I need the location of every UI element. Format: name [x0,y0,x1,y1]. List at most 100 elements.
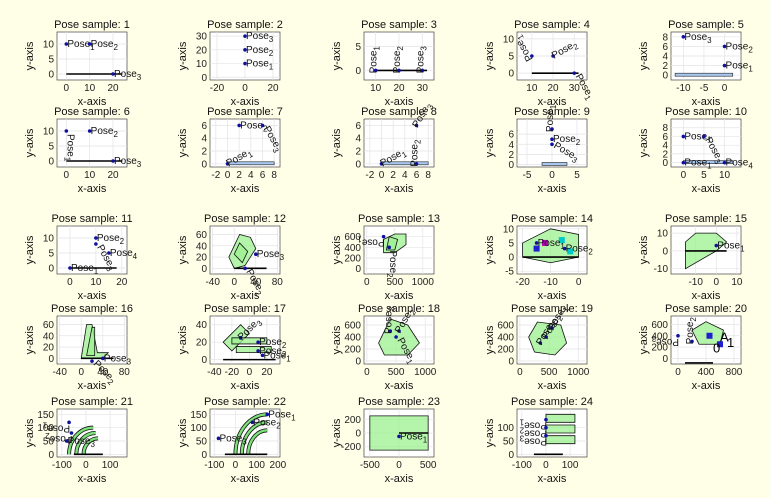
pose-point [394,335,398,339]
y-axis-label: y-axis [177,418,189,447]
x-tick-label: -40 [205,277,220,288]
plot-content [228,233,267,270]
pose-point [544,425,548,430]
y-tick-label: 2 [201,147,207,158]
pose-label-text: Pose [415,50,426,73]
marker-square [717,341,723,348]
y-axis-label: y-axis [177,41,189,70]
pose-label-subscript: 1 [582,94,592,103]
plot-content [224,412,268,456]
pose-label-text: Pose [219,433,242,444]
y-axis-label: y-axis [177,235,189,264]
subplot-title: Pose sample: 21 [51,396,133,408]
y-tick-label: 40 [196,320,208,331]
pose-point [550,137,554,142]
x-tick-label: 0 [231,277,237,288]
y-tick-label: -10 [654,264,669,275]
y-tick-label: 40 [196,241,208,252]
pose-label-subscript: 2 [106,377,116,387]
x-axis-label: x-axis [78,290,107,302]
x-tick-label: 1000 [412,277,435,288]
pose-point [387,245,392,250]
x-axis-label: x-axis [692,290,721,302]
pose-point [265,412,270,417]
pose-label: Pose1 [519,418,547,431]
pose-label: Pose2 [385,250,398,278]
y-tick-label: 2 [662,61,668,72]
plot-content [378,318,420,356]
y-axis-label: y-axis [331,235,343,264]
pose-label-text: Pose [246,31,269,42]
x-axis-label: x-axis [231,183,260,195]
axes-frame [56,31,128,81]
y-axis-label: y-axis [484,128,496,157]
y-axis-label: y-axis [331,418,343,447]
x-tick-label: 10 [731,277,743,288]
x-axis-label: x-axis [231,473,260,485]
x-tick-label: 0 [64,170,70,181]
subplot-17: -40 -20 0 20 0 20 40 Pose sample: 17 x-axis y-axi… [177,303,291,392]
plot-content [369,415,429,451]
pose-label-text: Pose [257,249,280,260]
marker-square [567,248,574,255]
y-tick-label: 200 [344,254,361,265]
pose-label: Pose3 [114,69,142,82]
y-tick-label: 60 [196,230,208,241]
pose-label-text: Pose [538,238,561,249]
pose-label-text: Pose [656,336,679,347]
pose-label: Pose2 [726,41,754,54]
x-axis-label: x-axis [385,473,414,485]
pose-label-text: Pose [383,311,394,334]
pose-label-text: Pose [71,263,94,274]
y-tick-label: 20 [43,343,55,354]
pose-point [381,234,386,239]
y-tick-label: 20 [196,253,208,264]
x-axis-label: x-axis [692,96,721,108]
pose-label-subscript: 2 [588,248,593,257]
pose-point [550,326,554,330]
pose-label: Pose3 [257,249,285,262]
x-tick-label: 1000 [414,367,437,378]
subplot-title: Pose sample: 24 [511,396,593,408]
pose-point [111,72,115,76]
y-tick-label: 10 [43,127,55,138]
pose-label: Pose1 [400,431,428,444]
pose-label-subscript: 3 [519,434,524,443]
pose-label-subscript: 1 [519,418,524,427]
y-tick-label: 200 [651,343,668,354]
y-tick-label: -200 [341,442,361,453]
y-tick-label: 5 [48,249,54,260]
x-tick-label: 10 [84,170,96,181]
pose-label-text: Pose [68,436,91,447]
pose-label: Pose1 [538,238,566,251]
y-tick-label: 20 [196,45,208,56]
pose-point [414,123,419,128]
subplot-title: Pose sample: 1 [54,19,130,31]
x-tick-label: -20 [515,277,530,288]
y-tick-label: 400 [344,243,361,254]
pose-label: Pose2 [45,431,73,444]
pose-point [64,129,69,133]
x-axis-label: x-axis [385,380,414,392]
subplot-title: Pose sample: 20 [665,303,747,315]
pose-label: Pose1 [264,350,292,363]
pose-point [373,68,378,73]
pose-label-text: Pose [717,241,740,252]
x-tick-label: 0 [681,170,687,181]
pose-label: Pose3 [415,46,428,74]
arc-shape [82,437,99,455]
y-tick-label: 60 [43,320,55,331]
pose-label-text: Pose [91,39,114,50]
pose-label-text: Pose [246,45,269,56]
pose-point [544,417,548,422]
pose-point [397,329,401,333]
pose-label-subscript: 3 [651,334,656,343]
region-shape [235,346,272,354]
pose-label: Pose2 [246,45,274,58]
x-tick-label: 0 [722,83,728,94]
y-tick-label: 4 [662,141,668,152]
big-mark: A [720,329,729,344]
